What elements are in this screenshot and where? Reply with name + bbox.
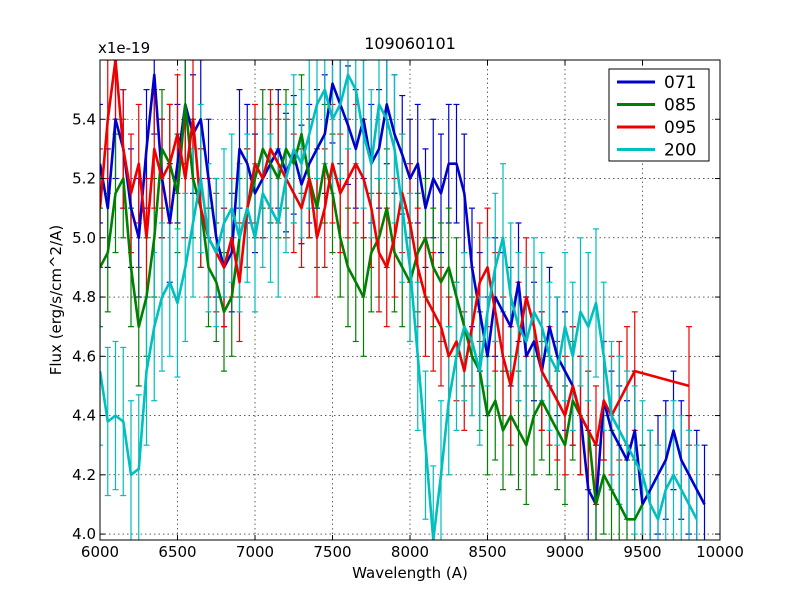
legend-label-095: 095 <box>664 118 696 138</box>
series-line-200 <box>100 73 698 540</box>
x-axis-label: Wavelength (A) <box>352 564 468 582</box>
y-tick-label: 4.6 <box>72 347 96 365</box>
x-tick-label: 9500 <box>623 543 661 561</box>
x-tick-label: 6500 <box>158 543 196 561</box>
x-tick-label: 7500 <box>313 543 351 561</box>
x-tick-label: 6000 <box>81 543 119 561</box>
y-tick-label: 5.4 <box>72 110 96 128</box>
y-multiplier: x1e-19 <box>98 39 150 57</box>
y-tick-label: 4.8 <box>72 288 96 306</box>
x-tick-label: 8500 <box>468 543 506 561</box>
series-line-085 <box>100 103 644 521</box>
axis-ticks: 6000 6500 7000 7500 8000 8500 9000 9500 10000 4.0… <box>72 60 744 561</box>
chart-title: 109060101 <box>364 34 456 53</box>
y-tick-label: 5.2 <box>72 170 96 188</box>
y-tick-label: 4.0 <box>72 525 96 543</box>
legend-label-085: 085 <box>664 96 696 116</box>
y-axis-label: Flux (erg/s/cm^2/A) <box>47 225 65 376</box>
y-tick-label: 4.4 <box>72 407 96 425</box>
legend-box <box>608 68 710 162</box>
x-tick-label: 9000 <box>546 543 584 561</box>
y-tick-label: 4.2 <box>72 466 96 484</box>
legend-label-071: 071 <box>664 73 696 93</box>
series-lines <box>100 60 706 540</box>
legend-label-200: 200 <box>664 141 696 161</box>
series-line-095 <box>100 60 690 447</box>
x-tick-label: 8000 <box>391 543 429 561</box>
x-tick-label: 7000 <box>236 543 274 561</box>
y-tick-label: 5.0 <box>72 229 96 247</box>
x-tick-label: 10000 <box>696 543 744 561</box>
